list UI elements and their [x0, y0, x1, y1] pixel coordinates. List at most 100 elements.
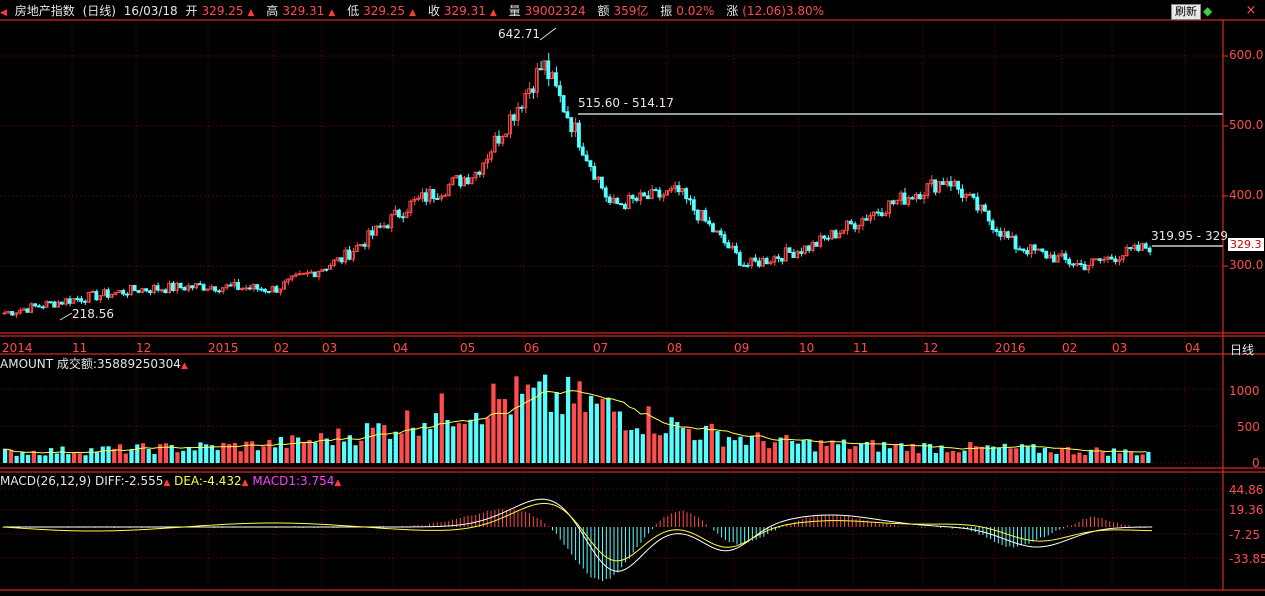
macd-histogram [2, 508, 1153, 582]
price-candle [814, 242, 819, 247]
amount-bar [1037, 452, 1042, 463]
amount-bar [629, 429, 634, 463]
macd-y-tick: -33.85 [1229, 552, 1265, 566]
price-candle [864, 218, 869, 221]
price-candle [262, 288, 267, 292]
price-candle [79, 298, 83, 302]
price-candle [186, 285, 191, 291]
price-candle [40, 306, 45, 309]
x-axis-label: 12 [136, 341, 152, 355]
price-candle [883, 212, 888, 216]
amount-bar [543, 374, 548, 463]
price-candle [940, 181, 945, 185]
price-candle [465, 177, 470, 185]
x-axis-label: 02 [274, 341, 290, 355]
amount-bar [847, 448, 852, 463]
price-candle [998, 230, 1003, 237]
price-candle [1105, 256, 1110, 260]
amount-bar [31, 450, 36, 463]
price-candle [105, 289, 110, 298]
x-axis-label: 07 [593, 341, 609, 355]
price-candle [374, 225, 378, 236]
amount-bar [175, 452, 180, 463]
up-arrow-icon: ▲ [409, 8, 416, 18]
price-candle [1132, 244, 1137, 250]
price-candle [1143, 243, 1148, 249]
price-candle [144, 288, 149, 292]
price-candle [393, 209, 397, 216]
low-value: 329.25 [363, 4, 406, 18]
price-candle [1002, 231, 1006, 237]
price-candle [577, 122, 581, 148]
amount-bar [387, 438, 393, 463]
amount-bar [652, 433, 657, 463]
price-candle [818, 235, 823, 247]
close-value: 329.31 [443, 4, 486, 18]
price-candle [527, 88, 532, 95]
price-candle [986, 210, 991, 222]
x-axis-label: 04 [393, 341, 409, 355]
amount-bar [60, 446, 65, 463]
price-candle [274, 286, 279, 293]
amount-bar [261, 446, 266, 463]
amount-bar [554, 391, 559, 463]
price-candle [906, 197, 911, 205]
price-candle [787, 247, 792, 253]
amount-bar [703, 425, 709, 463]
refresh-button[interactable]: 刷新 [1171, 4, 1201, 20]
price-candle [347, 249, 352, 260]
price-candle [1028, 244, 1033, 255]
price-candle [661, 194, 666, 198]
amount-bar [772, 442, 778, 463]
amount-bar [646, 406, 651, 463]
up-arrow-icon: ▲ [489, 8, 497, 18]
amount-bar [129, 449, 134, 463]
price-candle [163, 289, 168, 294]
amount-bar [870, 440, 875, 463]
price-candle [396, 209, 401, 218]
flag-icon[interactable]: ◆ [1203, 4, 1213, 18]
amount-bar [1077, 452, 1082, 463]
price-candle [875, 211, 880, 214]
price-candle [201, 284, 206, 291]
amount-bar [715, 431, 720, 463]
price-candle [718, 230, 723, 236]
price-candle [948, 181, 953, 187]
change-value: (12.06)3.80% [742, 4, 825, 18]
price-candle [228, 284, 233, 287]
high-label: 高 [266, 4, 279, 18]
price-candle [52, 301, 57, 308]
close-button[interactable]: × [1245, 3, 1257, 18]
amount-bar [904, 450, 910, 463]
back-arrow-icon[interactable]: ◀ [0, 8, 7, 18]
price-candle [837, 232, 842, 239]
price-candle [71, 298, 76, 304]
price-candle [492, 135, 497, 153]
amount-bar [698, 439, 703, 463]
high-value: 329.31 [282, 4, 325, 18]
price-candle [1078, 263, 1083, 266]
price-candle [331, 259, 336, 266]
price-candle [680, 188, 685, 193]
price-candle [109, 293, 114, 298]
period-x-label[interactable]: 日线 [1230, 343, 1255, 357]
price-candle [278, 288, 283, 293]
amount-bar [537, 381, 542, 463]
amount-bar [1100, 451, 1105, 463]
amount-bar [422, 423, 427, 463]
low-label: 低 [347, 4, 360, 18]
price-candle [554, 72, 558, 87]
amount-bar [8, 449, 13, 463]
price-candle [902, 192, 907, 205]
price-candle [59, 301, 64, 305]
price-candle [232, 281, 237, 287]
amount-bar [1134, 455, 1140, 463]
amount-bar [600, 398, 605, 463]
price-candle [25, 308, 30, 313]
price-candle [929, 179, 934, 185]
amount-bar [301, 443, 306, 463]
amount-bar [163, 443, 169, 463]
amount-bar [485, 417, 490, 463]
amount-bar [1014, 448, 1019, 463]
